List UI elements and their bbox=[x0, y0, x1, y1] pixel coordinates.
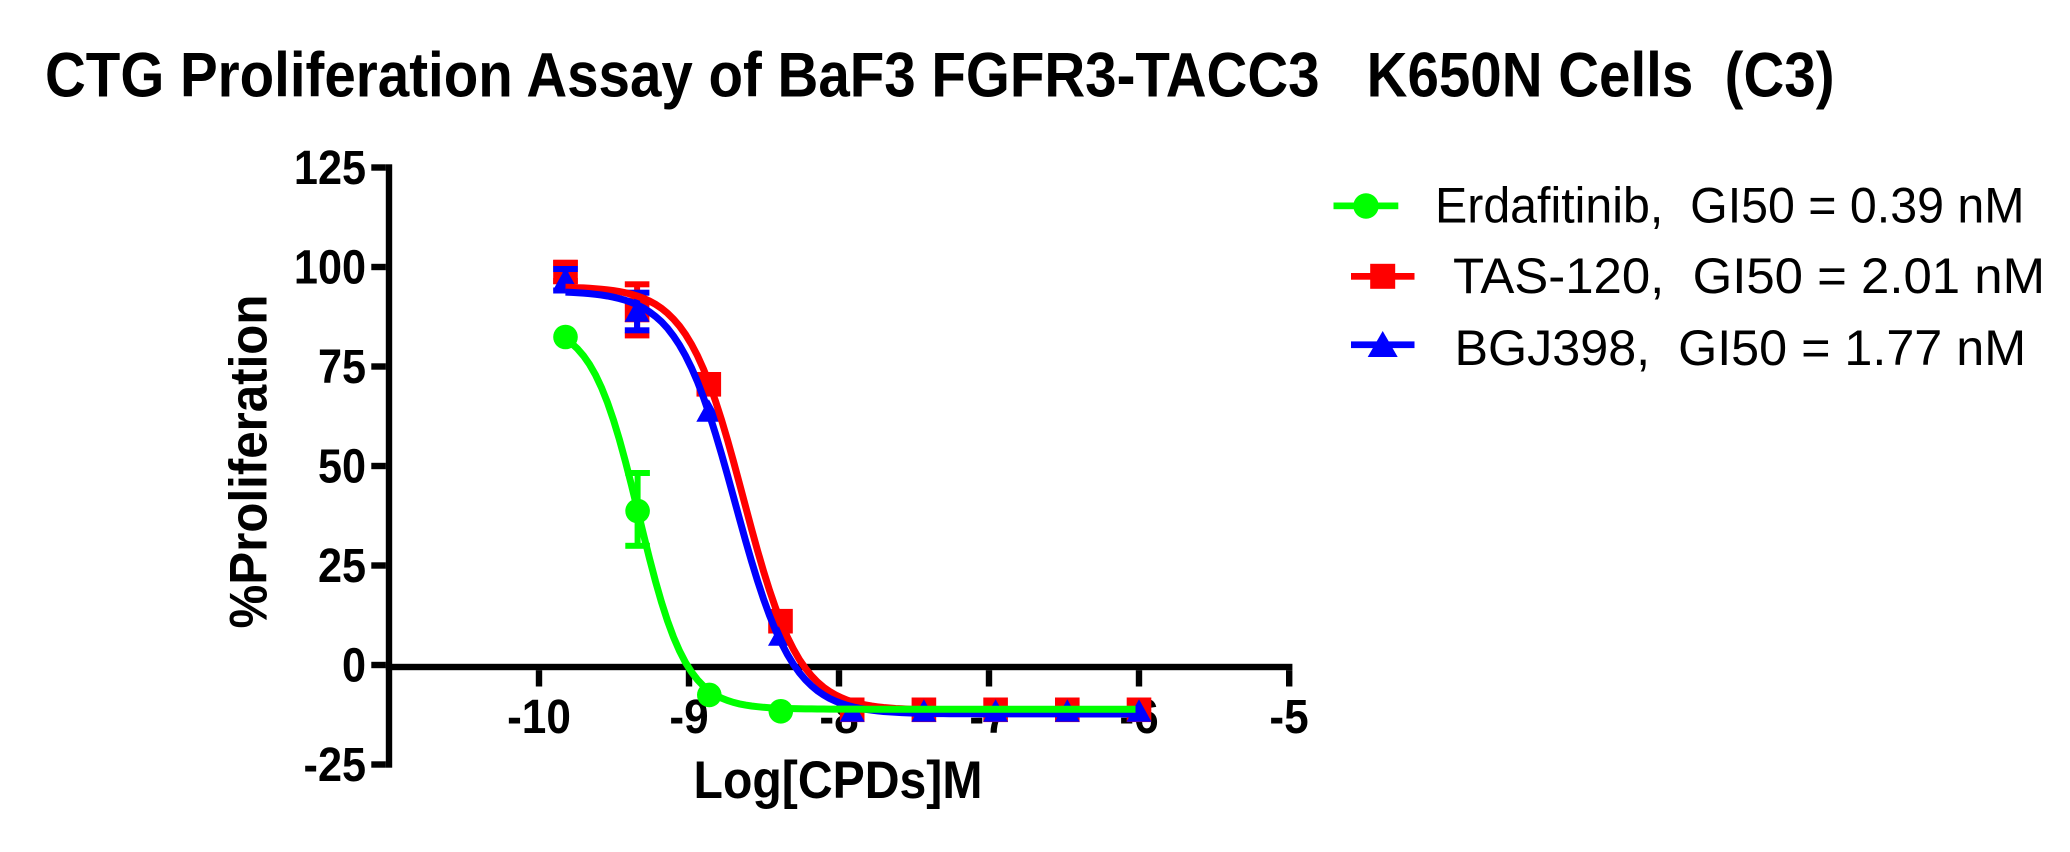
svg-text:-10: -10 bbox=[507, 689, 571, 743]
svg-text:125: 125 bbox=[294, 141, 366, 195]
svg-text:CTG Proliferation Assay of BaF: CTG Proliferation Assay of BaF3 FGFR3-TA… bbox=[45, 40, 1835, 111]
svg-text:75: 75 bbox=[318, 340, 366, 394]
svg-text:0: 0 bbox=[342, 638, 366, 692]
svg-text:%Proliferation: %Proliferation bbox=[219, 295, 278, 629]
svg-text:Erdafitinib, GI50 = 0.39 nM: Erdafitinib, GI50 = 0.39 nM bbox=[1435, 178, 2025, 234]
svg-text:-5: -5 bbox=[1269, 689, 1308, 743]
svg-text:Log[CPDs]M: Log[CPDs]M bbox=[694, 750, 983, 810]
svg-text:TAS-120, GI50 = 2.01 nM: TAS-120, GI50 = 2.01 nM bbox=[1453, 248, 2045, 304]
svg-text:25: 25 bbox=[318, 539, 366, 593]
svg-text:50: 50 bbox=[318, 439, 366, 493]
svg-text:100: 100 bbox=[294, 240, 366, 294]
svg-text:BGJ398, GI50 = 1.77 nM: BGJ398, GI50 = 1.77 nM bbox=[1455, 320, 2027, 376]
svg-text:-25: -25 bbox=[304, 738, 366, 792]
